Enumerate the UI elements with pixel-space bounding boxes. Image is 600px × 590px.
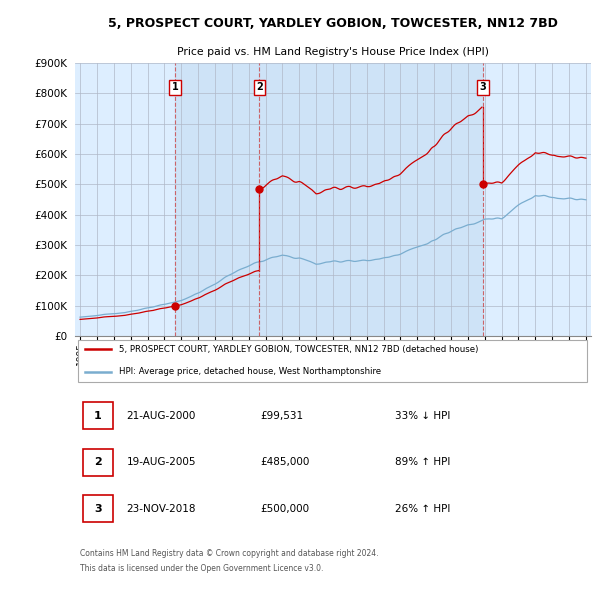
Text: 21-AUG-2000: 21-AUG-2000	[127, 411, 196, 421]
FancyBboxPatch shape	[77, 340, 587, 382]
Text: 5, PROSPECT COURT, YARDLEY GOBION, TOWCESTER, NN12 7BD: 5, PROSPECT COURT, YARDLEY GOBION, TOWCE…	[108, 17, 558, 30]
Text: 1: 1	[172, 82, 179, 92]
Text: 33% ↓ HPI: 33% ↓ HPI	[395, 411, 450, 421]
Bar	[175, 63, 259, 336]
Text: 23-NOV-2018: 23-NOV-2018	[127, 503, 196, 513]
Text: 26% ↑ HPI: 26% ↑ HPI	[395, 503, 450, 513]
Text: 2: 2	[94, 457, 101, 467]
Text: Contains HM Land Registry data © Crown copyright and database right 2024.: Contains HM Land Registry data © Crown c…	[80, 549, 379, 558]
FancyBboxPatch shape	[83, 402, 113, 429]
Text: £485,000: £485,000	[261, 457, 310, 467]
Text: HPI: Average price, detached house, West Northamptonshire: HPI: Average price, detached house, West…	[119, 367, 381, 376]
Text: 1: 1	[94, 411, 101, 421]
Text: 2: 2	[256, 82, 263, 92]
Text: 89% ↑ HPI: 89% ↑ HPI	[395, 457, 450, 467]
Text: 3: 3	[480, 82, 487, 92]
Text: Price paid vs. HM Land Registry's House Price Index (HPI): Price paid vs. HM Land Registry's House …	[177, 47, 489, 57]
Text: £500,000: £500,000	[261, 503, 310, 513]
Text: 19-AUG-2005: 19-AUG-2005	[127, 457, 196, 467]
Text: £99,531: £99,531	[261, 411, 304, 421]
FancyBboxPatch shape	[83, 448, 113, 476]
FancyBboxPatch shape	[83, 495, 113, 522]
Text: This data is licensed under the Open Government Licence v3.0.: This data is licensed under the Open Gov…	[80, 564, 323, 573]
Text: 3: 3	[94, 503, 101, 513]
Bar	[259, 63, 483, 336]
Text: 5, PROSPECT COURT, YARDLEY GOBION, TOWCESTER, NN12 7BD (detached house): 5, PROSPECT COURT, YARDLEY GOBION, TOWCE…	[119, 345, 478, 354]
